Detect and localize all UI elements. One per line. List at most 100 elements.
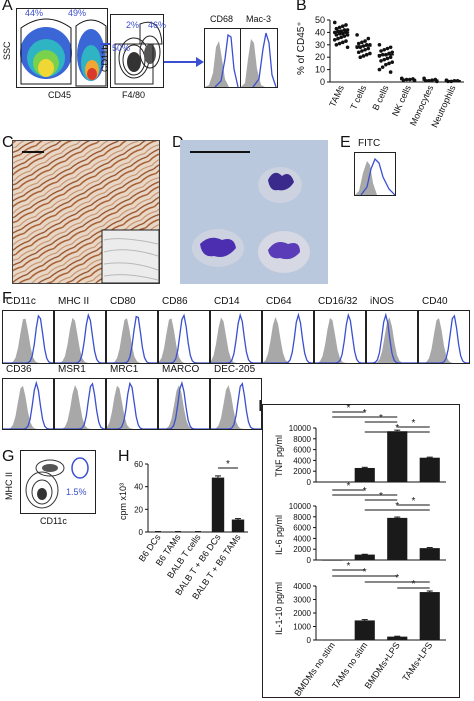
histogram-label-cd14: CD14 [214, 296, 240, 307]
data-point [366, 36, 371, 41]
data-point [377, 43, 382, 47]
y-axis-label: % of CD45⁺ [296, 21, 307, 75]
gate-percent-top-left: 2% [126, 20, 140, 30]
y-tick-label: 6000 [293, 446, 311, 455]
histogram-cd40 [418, 310, 470, 364]
x-tick-label: TAMs+LPS [400, 640, 434, 683]
panel-label-a: A [2, 0, 13, 14]
significance-star: * [412, 496, 416, 507]
y-tick-label: 0 [307, 636, 312, 645]
y-tick-label: 4000 [293, 582, 311, 591]
gate-percent-lower: 50% [112, 43, 131, 53]
significance-star: * [363, 486, 367, 497]
data-point [356, 41, 361, 46]
bar [171, 531, 185, 533]
data-point [380, 65, 385, 69]
significance-star: * [363, 567, 367, 578]
chart-b-scatter: 0 10 20 30 40 50 % of CD45⁺ TAMs T cells B cells N… [296, 15, 464, 129]
histogram-label-mhc-ii: MHC II [58, 296, 90, 307]
y-axis-label: cpm x10³ [118, 483, 128, 520]
histogram-label-cd40: CD40 [422, 296, 448, 307]
data-point [337, 25, 342, 30]
panel-i-frame [262, 404, 460, 698]
histogram-label-cd80: CD80 [110, 296, 136, 307]
y-tick-label: 6000 [293, 524, 311, 533]
data-point [384, 62, 388, 67]
y-tick-label: 4000 [293, 456, 311, 465]
data-point [363, 47, 367, 52]
histogram-cd16-32 [314, 310, 366, 364]
dotplot-ssc-cd45 [16, 8, 108, 88]
y-tick-label: 10000 [289, 502, 312, 511]
histogram-cd64 [262, 310, 314, 364]
y-tick-label: 20 [134, 505, 143, 514]
y-axis-label: TNF pg/ml [274, 435, 284, 477]
data-point [368, 51, 372, 56]
data-point [344, 23, 348, 27]
panel-label-e: E [340, 134, 351, 151]
y-tick-label: 8000 [293, 435, 311, 444]
cytospin-micrograph [180, 140, 328, 284]
data-point [382, 47, 387, 52]
histogram-label-mrc1: MRC1 [110, 364, 139, 375]
data-point [332, 20, 337, 25]
histogram-label-cd68: CD68 [210, 14, 234, 24]
histogram-cd68 [204, 28, 242, 88]
significance-star: * [395, 573, 399, 584]
data-point [340, 24, 345, 28]
bar [191, 531, 205, 533]
data-point [356, 50, 361, 55]
data-point [388, 70, 393, 74]
y-tick-label: 0 [320, 77, 325, 87]
y-tick-label: 0 [139, 528, 144, 537]
y-tick-label: 30 [315, 40, 325, 50]
bar [231, 519, 245, 532]
y-tick-label: 1000 [293, 623, 311, 632]
panel-a-dotplot-cd11b-f480 [110, 14, 164, 88]
significance-star: * [363, 408, 367, 419]
axis-label-f480: F4/80 [122, 90, 146, 100]
data-point [364, 52, 369, 57]
panel-label-d: D [172, 134, 184, 151]
bar [354, 554, 375, 560]
panel-label-g: G [2, 448, 15, 465]
histogram-label-cd16-32: CD16/32 [318, 296, 358, 307]
x-tick-label: TAMs [327, 83, 346, 108]
y-tick-label: 2000 [293, 545, 311, 554]
gate-percent-left: 44% [25, 8, 44, 18]
data-point [355, 33, 359, 37]
histogram-mhc-ii [54, 310, 106, 364]
data-point [360, 40, 364, 45]
data-point [385, 46, 390, 51]
data-point [363, 39, 367, 43]
data-point [382, 57, 387, 62]
arrow-icon [164, 57, 204, 67]
panel-label-c: C [2, 134, 14, 151]
bar [354, 467, 375, 482]
histogram-label-cd86: CD86 [162, 296, 188, 307]
bar [354, 620, 375, 640]
panel-label-i: I [258, 398, 263, 415]
significance-star: * [412, 579, 416, 590]
y-tick-label: 2000 [293, 467, 311, 476]
significance-star: * [347, 562, 351, 572]
bar [151, 531, 165, 533]
y-axis-label: IL-6 pg/ml [274, 515, 284, 555]
data-point [387, 61, 391, 66]
histogram-cd36 [2, 378, 54, 430]
panel-a-dotplot-ssc-cd45 [16, 8, 108, 88]
bar [419, 548, 440, 560]
chart-i-il10: 0 1000 2000 3000 4000 IL-1-10 pg/ml BMDMs no s… [274, 562, 446, 696]
y-tick-label: 4000 [293, 534, 311, 543]
dotplot-cd11b-f480 [110, 14, 164, 88]
histogram-label-cd64: CD64 [266, 296, 292, 307]
y-tick-label: 50 [315, 15, 325, 25]
dotplot-mhcii-cd11c [20, 450, 96, 514]
data-point [340, 40, 345, 45]
significance-star: * [347, 404, 351, 414]
histology-image [12, 140, 160, 284]
data-point [332, 38, 337, 42]
panel-label-h: H [118, 448, 130, 465]
histogram-inos [366, 310, 418, 364]
